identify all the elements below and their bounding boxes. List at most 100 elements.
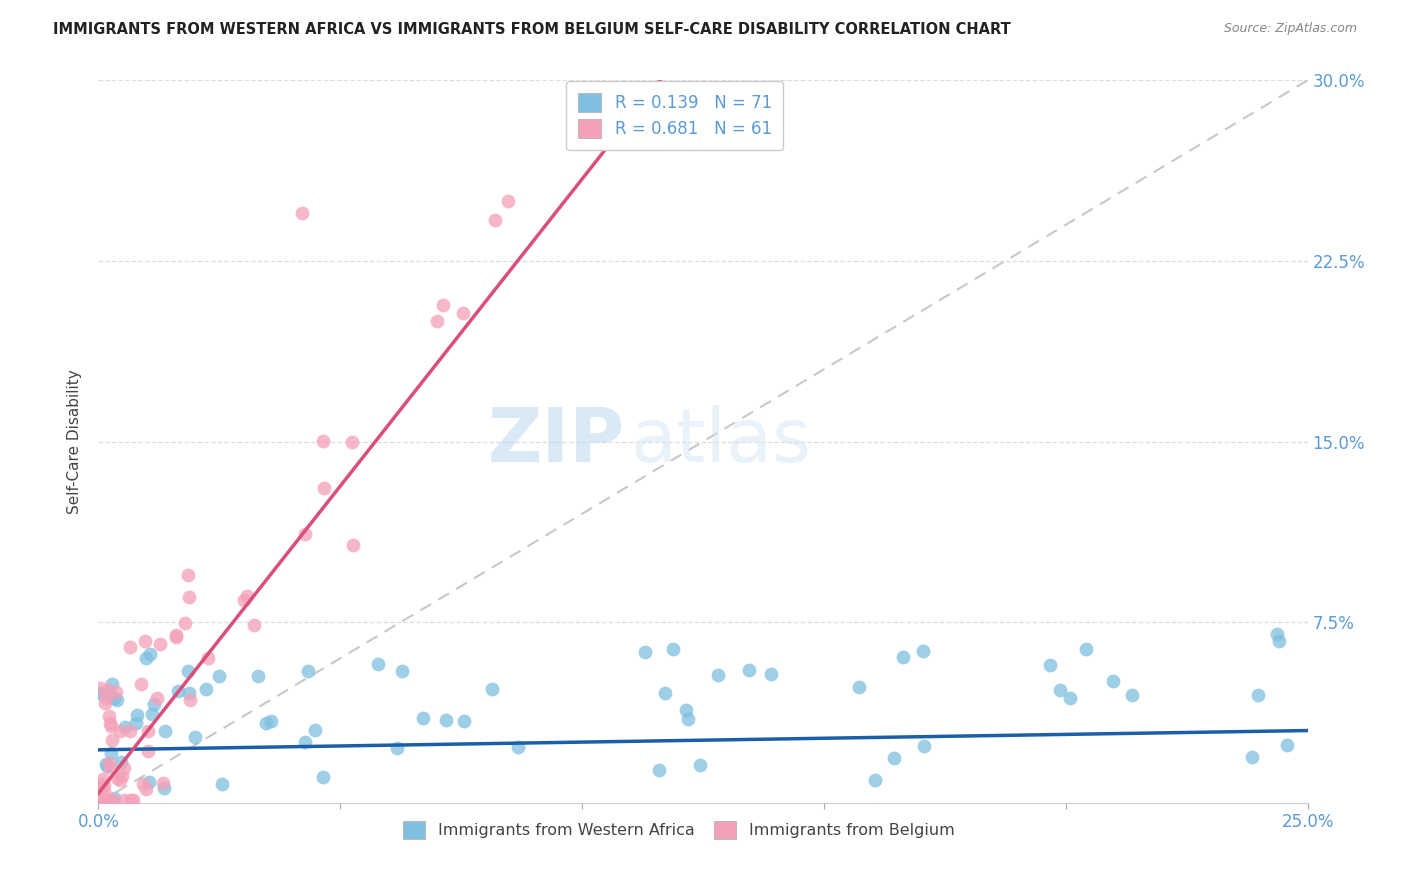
Point [208,669,231,683]
Point [434,713,457,727]
Point [177,568,200,582]
Point [97,683,120,698]
Point [89,793,111,807]
Point [179,693,201,707]
Point [340,435,363,450]
Point [108,772,131,787]
Text: Source: ZipAtlas.com: Source: ZipAtlas.com [1223,22,1357,36]
Point [165,628,187,642]
Point [134,633,156,648]
Point [100,793,122,807]
Point [89,686,111,700]
Point [104,685,127,699]
Point [153,724,176,739]
Point [675,704,697,718]
Point [496,194,519,208]
Point [1074,641,1097,656]
Point [125,708,148,723]
Point [139,648,162,662]
Point [111,769,134,783]
Point [90,681,112,695]
Point [94,696,117,710]
Point [98,715,121,730]
Point [1102,674,1125,689]
Point [848,680,870,694]
Point [1265,627,1288,641]
Point [136,724,159,739]
Point [100,719,122,733]
Point [112,761,135,775]
Point [89,793,111,807]
Point [195,681,218,696]
Point [290,205,312,219]
Legend: Immigrants from Western Africa, Immigrants from Belgium: Immigrants from Western Africa, Immigran… [396,814,962,846]
Point [912,739,935,753]
Point [107,693,129,707]
Point [1268,634,1291,648]
Point [233,593,256,607]
Point [426,314,449,328]
Point [179,590,201,604]
Point [1049,682,1071,697]
Point [883,751,905,765]
Point [114,720,136,734]
Point [912,643,935,657]
Point [122,793,145,807]
Point [98,708,121,723]
Point [103,791,125,805]
Point [1121,688,1143,702]
Point [93,772,115,786]
Y-axis label: Self-Care Disability: Self-Care Disability [67,369,83,514]
Point [662,642,685,657]
Point [145,691,167,706]
Point [1059,690,1081,705]
Point [101,793,124,807]
Point [125,715,148,730]
Point [297,664,319,678]
Point [90,793,112,807]
Point [243,617,266,632]
Point [453,714,475,728]
Point [98,760,121,774]
Point [197,651,219,665]
Point [304,723,326,737]
Point [863,773,886,788]
Point [165,630,187,644]
Point [90,776,112,790]
Point [761,667,783,681]
Point [1039,658,1062,673]
Point [97,756,120,771]
Point [312,434,335,449]
Point [654,686,676,700]
Point [89,779,111,793]
Text: atlas: atlas [630,405,811,478]
Point [101,677,124,691]
Point [294,527,316,541]
Point [105,771,128,785]
Point [118,640,141,654]
Point [260,714,283,728]
Point [152,775,174,789]
Point [254,716,277,731]
Point [93,779,115,793]
Point [100,746,122,760]
Point [141,707,163,722]
Point [136,744,159,758]
Point [484,212,506,227]
Point [236,589,259,603]
Point [294,735,316,749]
Point [91,793,114,807]
Point [108,724,131,739]
Point [103,690,125,705]
Text: ZIP: ZIP [486,405,624,478]
Point [94,756,117,771]
Point [184,730,207,744]
Point [118,723,141,738]
Point [738,664,761,678]
Point [676,712,699,726]
Point [689,757,711,772]
Point [166,684,188,698]
Point [211,777,233,791]
Point [90,789,112,803]
Point [1277,738,1299,752]
